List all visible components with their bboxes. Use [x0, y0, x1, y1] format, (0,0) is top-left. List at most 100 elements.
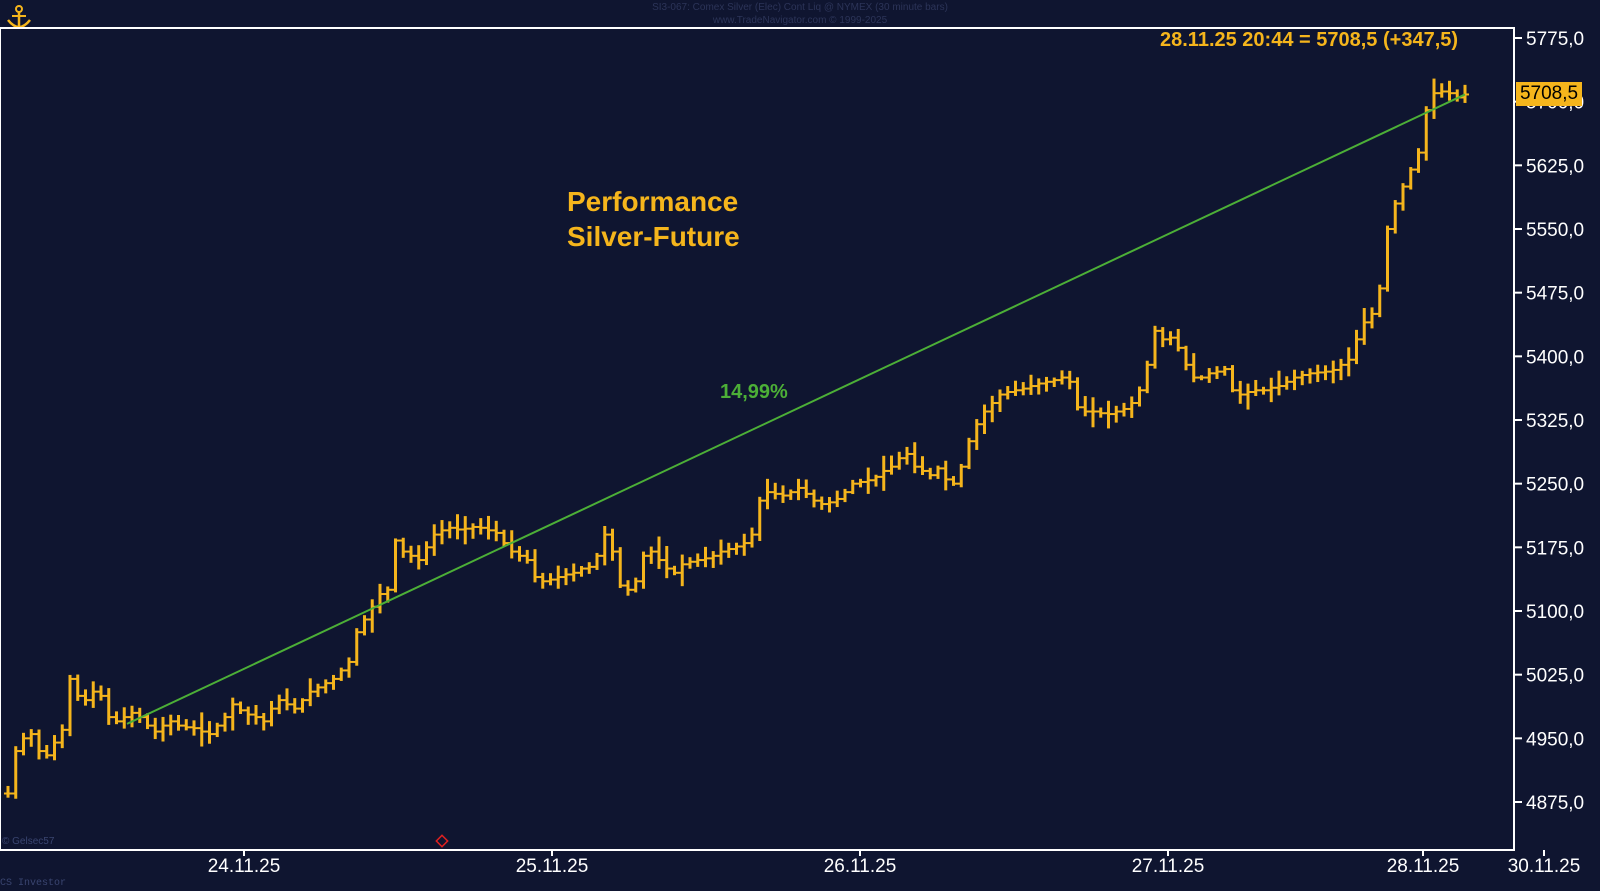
chart-title-line2: Silver-Future [567, 221, 740, 252]
ohlc-bar [856, 478, 865, 488]
ohlc-bar [283, 688, 291, 711]
ohlc-bar [864, 467, 873, 494]
ohlc-bar [779, 485, 787, 503]
x-tick-label: 30.11.25 [1508, 856, 1581, 877]
ohlc-bar [1073, 377, 1082, 411]
y-tick-label: 5625,0 [1526, 156, 1584, 177]
ohlc-bar [1104, 400, 1113, 429]
y-tick-label: 4950,0 [1526, 729, 1584, 750]
ohlc-bar [19, 732, 28, 756]
ohlc-bar [957, 463, 966, 488]
ohlc-bar [616, 547, 625, 589]
ohlc-bar [399, 537, 408, 558]
ohlc-bar [337, 667, 346, 681]
ohlc-bar [910, 442, 919, 474]
ohlc-bar [554, 565, 563, 589]
price-bars [4, 78, 1469, 799]
ohlc-bar [1197, 375, 1206, 381]
trendline-layer [126, 93, 1466, 725]
ohlc-bar [1081, 396, 1090, 417]
ohlc-bar [833, 490, 842, 508]
y-axis: 5775,05700,05625,05550,05475,05400,05325… [1514, 29, 1584, 814]
y-tick-label: 5325,0 [1526, 411, 1584, 432]
ohlc-bar [1058, 370, 1066, 385]
performance-trendline[interactable] [126, 93, 1466, 725]
x-tick-label: 26.11.25 [824, 856, 897, 877]
ohlc-bar [825, 496, 834, 513]
ohlc-bar [1368, 307, 1376, 329]
ohlc-bar [182, 719, 191, 731]
ohlc-bar [492, 520, 501, 542]
ohlc-bar [848, 479, 857, 495]
ohlc-bar [755, 496, 764, 542]
ohlc-bar [1360, 308, 1369, 345]
ohlc-bar [1182, 345, 1190, 371]
ohlc-bar [228, 697, 237, 731]
ohlc-bar [89, 681, 98, 708]
ohlc-bar [965, 437, 973, 470]
ohlc-bar [1096, 407, 1105, 418]
ohlc-bar [1313, 364, 1322, 383]
red-diamond-marker-icon[interactable] [435, 834, 449, 848]
ohlc-bar [879, 455, 888, 491]
ohlc-bar [1383, 225, 1392, 292]
ohlc-bar [275, 694, 284, 715]
ohlc-bar [1399, 183, 1407, 211]
ohlc-bar [174, 715, 183, 731]
ohlc-bar [1089, 397, 1097, 428]
ohlc-bar [430, 524, 439, 556]
x-tick-label: 28.11.25 [1387, 856, 1460, 877]
ohlc-bar [469, 523, 477, 539]
y-tick-label: 5550,0 [1526, 220, 1584, 241]
ohlc-bar [988, 395, 997, 423]
ohlc-bar [135, 707, 144, 723]
ohlc-bar [748, 527, 756, 548]
ohlc-bar [926, 467, 935, 480]
y-tick-label: 5775,0 [1526, 29, 1584, 50]
ohlc-bar [872, 474, 880, 487]
ohlc-bar [461, 516, 470, 545]
ohlc-bar [11, 746, 20, 799]
ohlc-bar [523, 549, 532, 564]
ohlc-bar [197, 712, 206, 747]
ohlc-bar [1430, 78, 1438, 119]
ohlc-bar [1228, 365, 1237, 393]
ohlc-bar [267, 700, 276, 727]
ohlc-bar [593, 552, 601, 570]
ohlc-bar [128, 705, 136, 728]
ohlc-bar [585, 562, 594, 574]
ohlc-bar [1337, 358, 1345, 381]
x-tick-label: 25.11.25 [516, 856, 589, 877]
ohlc-bar [438, 520, 446, 545]
ohlc-bar [166, 714, 175, 736]
ohlc-bar [1166, 331, 1175, 346]
ohlc-bar [670, 565, 679, 576]
ohlc-bar [383, 586, 392, 603]
ohlc-bar [1135, 386, 1144, 407]
ohlc-bar [221, 712, 229, 732]
ohlc-bar [4, 785, 12, 798]
ohlc-bar [972, 419, 981, 450]
ohlc-bar [895, 451, 904, 470]
ohlc-bar [1329, 360, 1338, 384]
ohlc-bar [306, 678, 315, 707]
ohlc-bar [345, 657, 353, 678]
ohlc-bar [1189, 353, 1198, 383]
ohlc-bar [934, 465, 942, 479]
ohlc-bar [1027, 374, 1035, 395]
ohlc-bar [484, 515, 493, 540]
ohlc-bar [903, 446, 911, 465]
ohlc-bar [678, 554, 687, 587]
ohlc-bar [321, 679, 330, 694]
ohlc-bar [562, 568, 570, 586]
ohlc-bar [252, 704, 260, 725]
ohlc-bar [1290, 369, 1299, 391]
ohlc-bar [1213, 366, 1221, 379]
ohlc-bar [1306, 368, 1314, 384]
ohlc-bar [647, 546, 656, 564]
ohlc-bar [717, 539, 725, 565]
watermark: © Gelsec57 [2, 836, 55, 847]
ohlc-bar [1259, 386, 1268, 395]
ohlc-bar [1042, 376, 1051, 392]
ohlc-bar [569, 563, 578, 582]
